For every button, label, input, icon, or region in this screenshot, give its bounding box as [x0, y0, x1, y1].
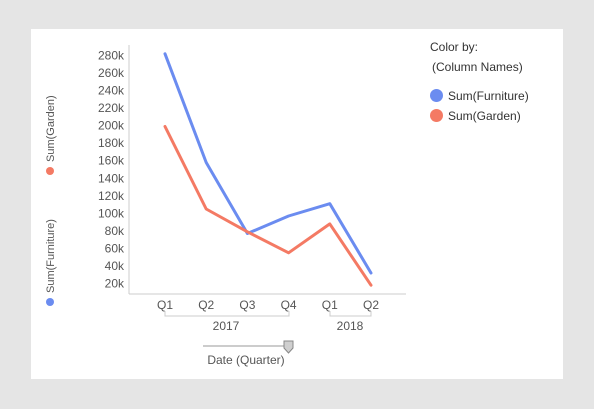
y-tick-label: 160k — [98, 154, 125, 168]
y-tick-label: 100k — [98, 206, 125, 220]
x-tick-label: Q1 — [157, 298, 173, 312]
garden-color-icon — [430, 109, 443, 122]
x-axis-label[interactable]: Date (Quarter) — [207, 353, 284, 367]
x-tick-label: Q4 — [281, 298, 297, 312]
y-axis-label-garden: Sum(Garden) — [45, 95, 57, 162]
y-tick-label: 180k — [98, 136, 125, 150]
series-line-garden[interactable] — [163, 125, 373, 287]
y-axis-title-garden[interactable]: Sum(Garden) — [45, 95, 57, 175]
x-tick-label: Q2 — [198, 298, 214, 312]
y-tick-label: 120k — [98, 189, 125, 203]
legend-title[interactable]: Color by: — [430, 40, 479, 54]
year-label-2018: 2018 — [337, 319, 364, 333]
visualization-panel — [31, 29, 563, 379]
legend-label-furniture: Sum(Furniture) — [448, 89, 529, 103]
y-axis-title-furniture[interactable]: Sum(Furniture) — [45, 219, 57, 306]
year-label-2017: 2017 — [213, 319, 240, 333]
legend-label-garden: Sum(Garden) — [448, 109, 521, 123]
x-tick-label: Q3 — [239, 298, 255, 312]
y-axis-label-furniture: Sum(Furniture) — [45, 219, 57, 293]
y-tick-label: 80k — [105, 224, 125, 238]
y-tick-label: 40k — [105, 259, 125, 273]
y-tick-label: 260k — [98, 66, 125, 80]
x-tick-label: Q2 — [363, 298, 379, 312]
y-tick-label: 200k — [98, 119, 125, 133]
furniture-color-icon — [430, 89, 443, 102]
x-axis-ticks: Q1 Q2 Q3 Q4 Q1 Q2 — [157, 298, 379, 312]
slider-handle[interactable] — [283, 340, 294, 354]
y-tick-label: 220k — [98, 101, 125, 115]
x-axis-year-groups: 2017 2018 — [164, 311, 372, 333]
y-tick-label: 280k — [98, 49, 125, 63]
series-lines — [163, 52, 373, 287]
year-bracket-2017 — [164, 311, 290, 317]
y-tick-label: 240k — [98, 84, 125, 98]
furniture-marker-icon — [46, 298, 54, 306]
series-line-furniture[interactable] — [163, 52, 373, 275]
x-tick-label: Q1 — [322, 298, 338, 312]
legend-column-selector[interactable]: (Column Names) — [432, 60, 523, 74]
y-tick-label: 60k — [105, 241, 125, 255]
garden-marker-icon — [46, 167, 54, 175]
y-tick-label: 20k — [105, 276, 125, 290]
year-bracket-2018 — [329, 311, 372, 317]
y-tick-label: 140k — [98, 171, 125, 185]
date-hierarchy-slider[interactable]: Date (Quarter) — [203, 340, 294, 367]
y-axis-ticks: 20k 40k 60k 80k 100k 120k 140k 160k 180k 200k 220k… — [98, 49, 125, 291]
